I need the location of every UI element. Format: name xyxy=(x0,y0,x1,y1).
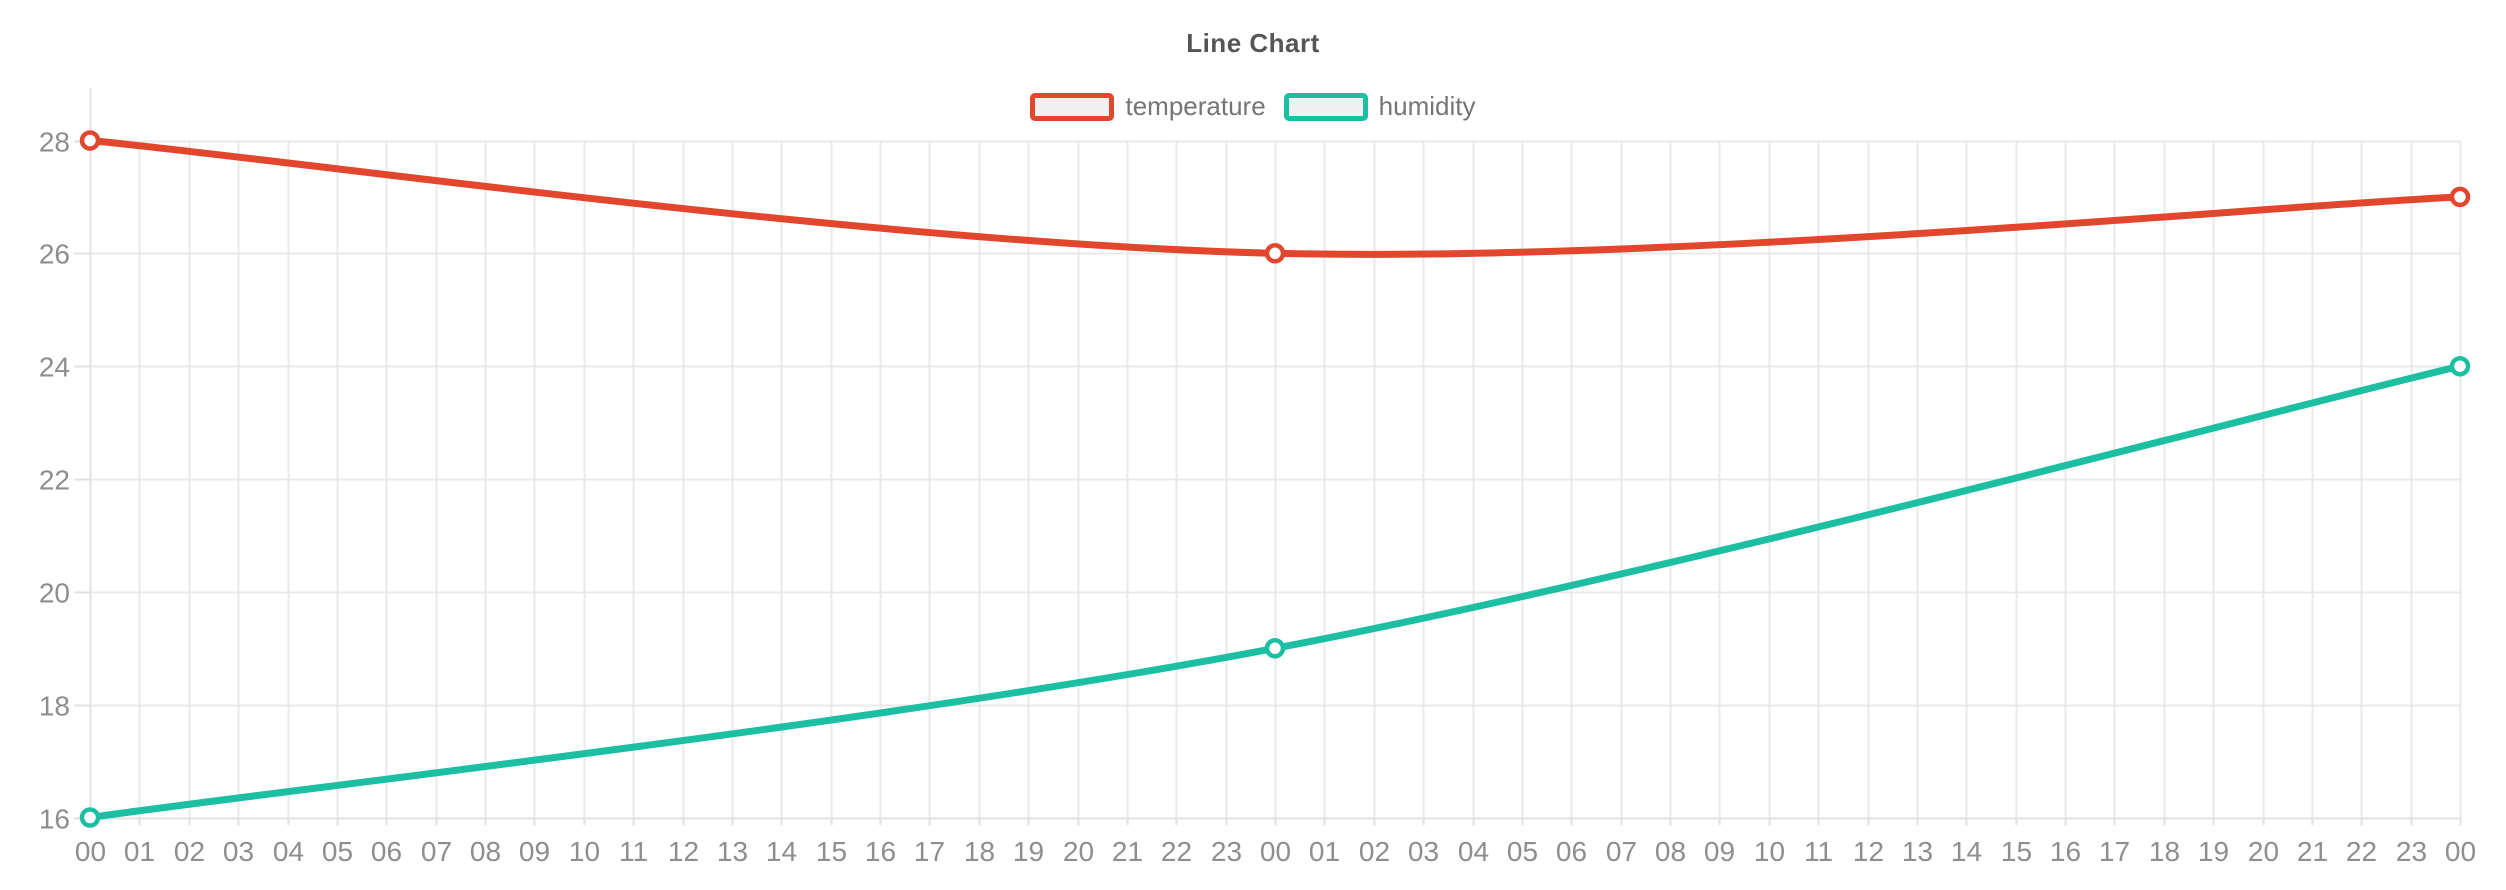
x-tick-label: 02 xyxy=(174,836,205,867)
data-point-temperature[interactable] xyxy=(1264,243,1286,264)
y-tick-label: 28 xyxy=(39,127,70,158)
x-tick-label: 13 xyxy=(1902,836,1933,867)
y-tick-label: 22 xyxy=(39,465,70,496)
x-tick-label: 03 xyxy=(1408,836,1439,867)
data-point-temperature[interactable] xyxy=(2449,186,2471,208)
x-tick-label: 17 xyxy=(2099,836,2130,867)
legend-swatch-temperature-icon xyxy=(1030,92,1115,121)
x-tick-label: 01 xyxy=(1309,836,1340,867)
x-tick-label: 05 xyxy=(1507,836,1538,867)
data-point-humidity[interactable] xyxy=(2449,355,2471,377)
y-tick-label: 26 xyxy=(39,239,70,270)
y-tick-marks xyxy=(74,140,90,820)
x-tick-label: 02 xyxy=(1359,836,1390,867)
legend-item-temperature[interactable]: temperature xyxy=(1030,91,1266,122)
x-tick-label: 00 xyxy=(75,836,106,867)
x-tick-label: 21 xyxy=(1112,836,1143,867)
x-tick-label: 11 xyxy=(619,836,648,867)
x-tick-label: 19 xyxy=(1013,836,1044,867)
data-point-humidity[interactable] xyxy=(79,807,101,828)
x-tick-label: 18 xyxy=(964,836,995,867)
x-tick-label: 03 xyxy=(223,836,254,867)
x-tick-label: 14 xyxy=(766,836,797,867)
x-tick-label: 09 xyxy=(519,836,550,867)
y-tick-label: 18 xyxy=(39,691,70,722)
data-point-humidity[interactable] xyxy=(1264,638,1286,659)
x-tick-label: 08 xyxy=(1655,836,1686,867)
x-tick-label: 06 xyxy=(1556,836,1587,867)
x-tick-label: 17 xyxy=(914,836,945,867)
chart-title: Line Chart xyxy=(1186,28,1320,58)
x-tick-label: 15 xyxy=(2001,836,2032,867)
chart-legend: temperature humidity xyxy=(0,91,2506,122)
x-tick-label: 20 xyxy=(2248,836,2279,867)
x-tick-label: 04 xyxy=(1458,836,1489,867)
x-tick-label: 09 xyxy=(1704,836,1735,867)
series-markers-humidity[interactable] xyxy=(79,355,2471,828)
x-tick-label: 15 xyxy=(816,836,847,867)
y-tick-label: 24 xyxy=(39,352,70,383)
y-tick-label: 16 xyxy=(39,804,70,835)
x-tick-label: 14 xyxy=(1951,836,1982,867)
x-tick-label: 06 xyxy=(371,836,402,867)
y-tick-label: 20 xyxy=(39,578,70,609)
x-tick-label: 07 xyxy=(421,836,452,867)
x-tick-label: 18 xyxy=(2149,836,2180,867)
x-tick-label: 19 xyxy=(2198,836,2229,867)
legend-label-temperature: temperature xyxy=(1125,91,1266,121)
x-tick-label: 23 xyxy=(1211,836,1242,867)
legend-label-humidity: humidity xyxy=(1378,91,1476,121)
x-axis-labels: 00 01 02 03 04 05 06 07 08 09 10 11 12 13 14 15 16 17 18 19… xyxy=(75,836,2476,867)
y-axis-labels: 16 18 20 22 24 26 28 xyxy=(39,127,70,835)
series-markers-temperature[interactable] xyxy=(79,130,2471,264)
x-tick-label: 16 xyxy=(865,836,896,867)
x-tick-label: 00 xyxy=(1260,836,1291,867)
x-tick-label: 22 xyxy=(2346,836,2377,867)
x-tick-label: 07 xyxy=(1606,836,1637,867)
x-tick-label: 20 xyxy=(1063,836,1094,867)
x-tick-label: 23 xyxy=(2396,836,2427,867)
x-tick-label: 04 xyxy=(273,836,304,867)
x-tick-label: 10 xyxy=(1754,836,1785,867)
data-point-temperature[interactable] xyxy=(79,130,101,151)
x-tick-label: 00 xyxy=(2445,836,2476,867)
legend-swatch-humidity-icon xyxy=(1283,92,1368,121)
x-tick-label: 01 xyxy=(124,836,155,867)
x-gridlines xyxy=(89,88,2462,818)
x-tick-label: 12 xyxy=(1853,836,1884,867)
x-tick-label: 10 xyxy=(569,836,600,867)
x-tick-label: 12 xyxy=(668,836,699,867)
x-tick-label: 13 xyxy=(717,836,748,867)
x-tick-label: 22 xyxy=(1161,836,1192,867)
x-tick-label: 21 xyxy=(2297,836,2328,867)
x-tick-label: 05 xyxy=(322,836,353,867)
x-tick-marks xyxy=(89,817,2462,826)
x-tick-label: 16 xyxy=(2050,836,2081,867)
x-tick-label: 08 xyxy=(470,836,501,867)
legend-item-humidity[interactable]: humidity xyxy=(1283,91,1476,122)
x-tick-label: 11 xyxy=(1804,836,1833,867)
